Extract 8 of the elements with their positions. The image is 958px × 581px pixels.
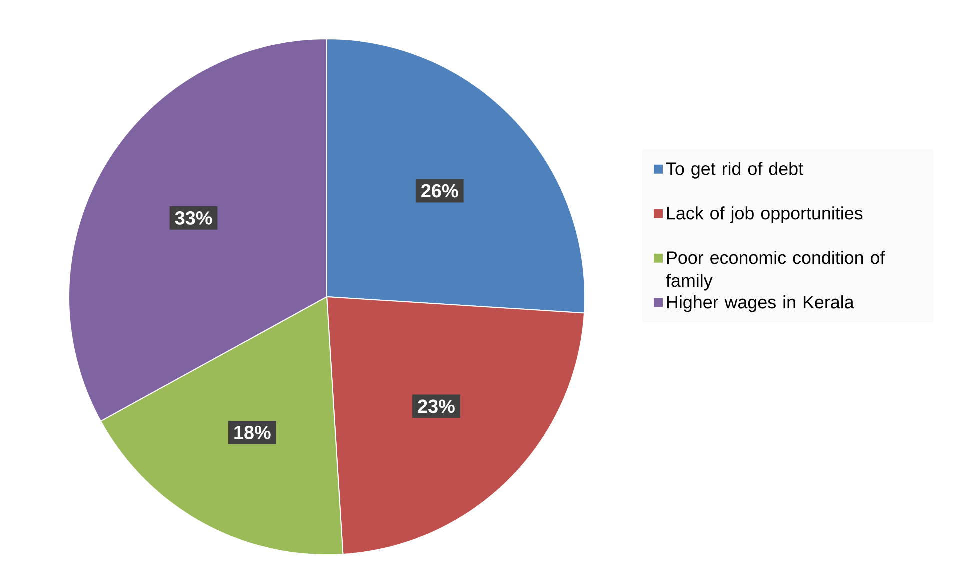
legend-label: Poor economic condition of family [666,251,886,291]
data-label: 33% [175,211,212,225]
data-label: 18% [234,426,271,440]
legend-label: To get rid of debt [666,162,804,179]
data-label: 26% [422,184,458,198]
legend-label: Higher wages in Kerala [667,296,854,312]
legend-label: Lack of job opportunities [667,206,863,224]
data-label: 23% [418,400,455,414]
